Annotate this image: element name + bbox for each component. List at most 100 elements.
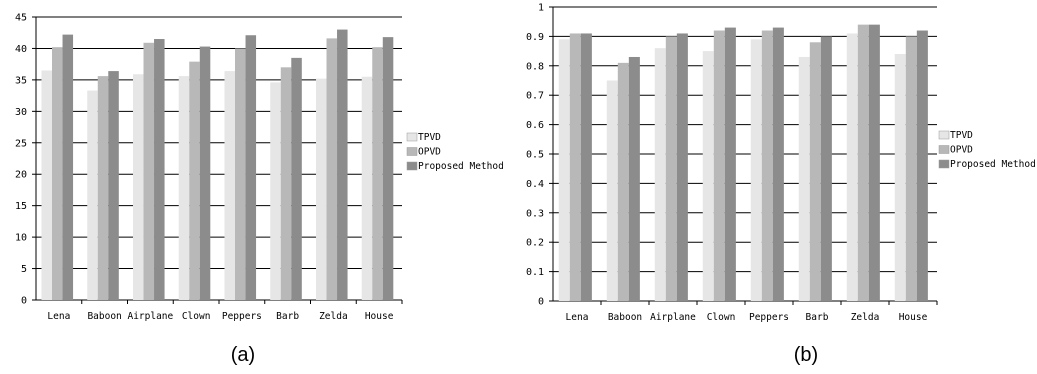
x-tick-label: Airplane (650, 312, 696, 323)
x-tick-label: Zelda (851, 312, 880, 323)
bar-proposed-method-house (916, 30, 928, 302)
bar-proposed-method-house (382, 37, 394, 300)
bar-opvd-zelda (326, 38, 338, 300)
x-tick-label: Airplane (127, 311, 173, 322)
legend-swatch (406, 147, 418, 156)
bar-opvd-airplane (143, 42, 155, 300)
bar-opvd-airplane (665, 36, 677, 302)
bar-tpvd-airplane (654, 48, 666, 301)
x-tick-label: Baboon (608, 312, 642, 323)
bar-proposed-method-clown (724, 27, 736, 302)
legend-swatch (938, 145, 950, 154)
y-tick-label: 0 (538, 297, 544, 308)
x-tick-label: Clown (707, 312, 736, 323)
bar-tpvd-clown (178, 76, 190, 300)
legend-label: TPVD (418, 132, 441, 143)
bar-proposed-method-airplane (676, 33, 688, 302)
bar-opvd-peppers (761, 30, 773, 302)
bar-opvd-house (905, 36, 917, 302)
y-tick-label: 0.7 (526, 91, 544, 102)
x-tick-label: Peppers (749, 312, 789, 323)
y-tick-label: 0.2 (526, 238, 544, 249)
y-tick-label: 10 (15, 233, 27, 244)
legend-swatch (938, 130, 950, 140)
bar-tpvd-peppers (750, 39, 762, 302)
x-tick-label: Barb (276, 311, 299, 322)
y-tick-label: 0.4 (526, 179, 544, 190)
legend-label: OPVD (418, 147, 441, 158)
bar-tpvd-house (894, 54, 906, 301)
chart-a: 0 5 10 15 20 25 30 35 40 45 Lena Baboon Airplane Clow… (15, 13, 504, 367)
y-tick-label: 0.1 (526, 267, 544, 278)
bar-tpvd-barb (798, 56, 810, 302)
bar-tpvd-baboon (87, 90, 98, 300)
y-tick-label: 0.9 (526, 32, 544, 43)
y-tick-label: 0.3 (526, 208, 544, 219)
y-tick-label: 0 (21, 296, 27, 307)
x-tick-label: House (899, 312, 928, 323)
bar-proposed-method-peppers (245, 35, 257, 300)
bar-proposed-method-airplane (154, 39, 165, 301)
legend-label: Proposed Method (950, 159, 1036, 170)
bar-tpvd-baboon (606, 80, 618, 301)
y-tick-label: 15 (15, 201, 27, 212)
bar-proposed-method-lena (580, 33, 592, 302)
y-tick-label: 0.5 (526, 150, 544, 161)
y-tick-label: 20 (15, 170, 27, 181)
bar-opvd-zelda (857, 24, 869, 301)
legend-label: Proposed Method (418, 161, 504, 172)
x-tick-label: Clown (182, 311, 211, 322)
x-tick-label: Baboon (87, 311, 121, 322)
bar-opvd-lena (52, 47, 63, 300)
chart-b: 0 0.1 0.2 0.3 0.4 0.5 0.6 0.7 0.8 0.9 1 Lena Baboon A… (526, 3, 1036, 367)
bar-proposed-method-lena (62, 34, 74, 301)
bar-tpvd-barb (270, 82, 281, 300)
y-tick-label: 40 (15, 44, 27, 55)
legend-swatch (406, 161, 418, 171)
bar-tpvd-airplane (132, 74, 144, 301)
bar-opvd-barb (809, 42, 821, 301)
y-tick-label: 30 (15, 107, 27, 118)
bar-tpvd-house (361, 76, 373, 300)
bar-proposed-method-barb (291, 57, 302, 300)
chart-caption: (a) (231, 344, 255, 366)
y-tick-label: 0.8 (526, 61, 544, 72)
bar-opvd-clown (189, 61, 200, 301)
y-tick-label: 35 (15, 75, 27, 86)
legend-swatch (938, 159, 950, 169)
bar-proposed-method-peppers (772, 27, 784, 302)
bar-proposed-method-clown (199, 46, 211, 301)
y-tick-label: 5 (21, 264, 27, 275)
bar-tpvd-clown (702, 51, 714, 301)
bar-opvd-house (372, 47, 383, 300)
chart-caption: (b) (794, 344, 818, 366)
bar-opvd-barb (280, 67, 292, 300)
legend-label: TPVD (950, 130, 973, 141)
bar-proposed-method-barb (820, 36, 832, 302)
bar-opvd-baboon (97, 76, 109, 300)
legend-label: OPVD (950, 145, 973, 156)
bar-proposed-method-zelda (337, 29, 348, 300)
bar-proposed-method-baboon (108, 71, 119, 300)
x-tick-label: Lena (47, 311, 70, 322)
bar-opvd-peppers (235, 48, 246, 300)
y-tick-label: 25 (15, 138, 27, 149)
x-tick-label: Lena (566, 312, 589, 323)
legend-swatch (406, 132, 418, 142)
bar-proposed-method-zelda (868, 24, 880, 301)
bar-opvd-lena (569, 33, 581, 302)
y-tick-label: 45 (15, 13, 27, 24)
x-tick-label: House (365, 311, 394, 322)
bar-opvd-clown (713, 30, 725, 302)
bar-tpvd-lena (41, 70, 53, 300)
y-tick-label: 0.6 (526, 120, 544, 131)
bar-tpvd-peppers (224, 71, 236, 300)
x-tick-label: Peppers (222, 311, 262, 322)
y-tick-label: 1 (538, 3, 544, 14)
bar-tpvd-zelda (315, 78, 327, 301)
x-tick-label: Barb (806, 312, 829, 323)
bar-tpvd-zelda (846, 33, 858, 302)
bar-proposed-method-baboon (628, 56, 640, 302)
bar-tpvd-lena (558, 39, 570, 302)
